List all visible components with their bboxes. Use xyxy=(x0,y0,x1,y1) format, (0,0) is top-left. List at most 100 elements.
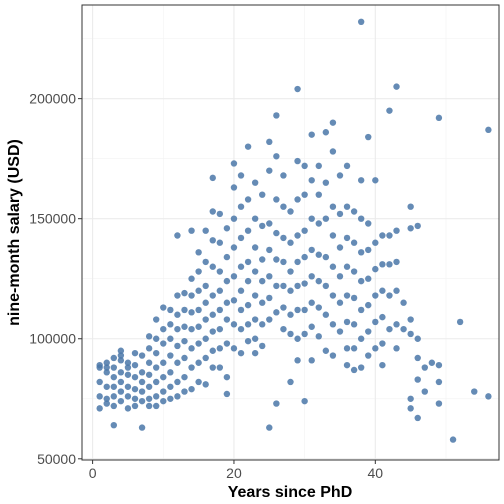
data-point xyxy=(294,85,301,93)
data-point xyxy=(315,162,322,170)
data-point xyxy=(379,232,386,239)
data-point xyxy=(287,239,294,246)
data-point xyxy=(336,299,344,306)
data-point xyxy=(230,244,238,251)
data-point xyxy=(414,335,421,342)
data-point xyxy=(301,227,308,234)
data-point xyxy=(216,287,224,294)
data-point xyxy=(251,349,259,357)
data-point xyxy=(174,292,181,299)
data-point xyxy=(110,402,118,410)
data-point xyxy=(322,179,330,186)
data-point xyxy=(294,282,301,290)
panel-border xyxy=(81,4,500,461)
data-point xyxy=(294,306,301,314)
data-point xyxy=(400,299,407,306)
data-point xyxy=(350,321,358,328)
data-point xyxy=(308,215,315,222)
data-point xyxy=(329,292,337,299)
data-point xyxy=(103,383,110,390)
data-point xyxy=(124,371,132,378)
data-point xyxy=(209,328,216,335)
data-point xyxy=(202,299,209,306)
data-point xyxy=(209,237,216,244)
data-point xyxy=(167,383,174,390)
data-point xyxy=(259,191,266,198)
data-point xyxy=(117,388,125,395)
data-point xyxy=(421,364,428,371)
data-point xyxy=(280,282,287,290)
x-axis: 0 20 40 xyxy=(89,460,383,481)
data-point xyxy=(251,268,259,275)
data-point xyxy=(223,299,231,306)
data-point xyxy=(110,354,118,362)
data-point xyxy=(365,275,372,282)
data-point xyxy=(280,258,287,266)
data-point xyxy=(336,172,344,179)
data-point xyxy=(145,371,153,378)
data-point xyxy=(357,177,365,184)
data-point xyxy=(414,354,421,362)
data-point xyxy=(322,129,330,136)
data-point xyxy=(237,263,245,270)
data-point xyxy=(244,143,252,150)
data-point xyxy=(188,385,195,393)
data-point xyxy=(181,306,188,314)
data-point xyxy=(181,289,188,297)
data-point xyxy=(251,179,259,186)
data-point xyxy=(336,210,344,218)
data-point xyxy=(287,268,294,275)
data-point xyxy=(110,383,118,390)
data-point xyxy=(365,352,372,359)
data-point xyxy=(301,162,308,170)
data-point xyxy=(407,395,414,402)
data-point xyxy=(435,361,443,369)
data-point xyxy=(379,313,386,321)
data-point xyxy=(259,299,266,306)
data-point xyxy=(386,261,393,268)
data-point xyxy=(329,352,337,359)
data-point xyxy=(273,256,280,263)
data-point xyxy=(379,261,386,268)
data-point xyxy=(138,378,146,386)
data-point xyxy=(124,364,132,371)
data-point xyxy=(153,364,160,371)
data-point xyxy=(195,287,202,294)
data-point xyxy=(244,301,252,309)
data-point xyxy=(287,311,294,318)
data-point xyxy=(251,215,259,222)
data-point xyxy=(244,227,252,234)
data-point xyxy=(230,321,238,328)
data-point xyxy=(223,340,231,347)
data-point xyxy=(188,345,195,352)
data-point xyxy=(407,225,414,232)
data-point xyxy=(145,402,153,410)
data-point xyxy=(343,203,351,210)
data-point xyxy=(181,337,188,345)
data-point xyxy=(322,311,330,318)
data-point xyxy=(103,369,110,376)
data-point xyxy=(322,347,330,354)
data-point xyxy=(237,349,245,357)
data-point xyxy=(386,107,393,114)
data-point xyxy=(280,234,287,242)
data-point xyxy=(244,258,252,266)
data-point xyxy=(273,229,280,237)
data-point xyxy=(131,402,139,410)
data-point xyxy=(251,292,259,299)
data-point xyxy=(343,292,351,299)
data-point xyxy=(301,253,308,261)
data-point xyxy=(216,239,224,246)
data-point xyxy=(145,395,153,402)
data-point xyxy=(244,277,252,285)
data-point xyxy=(280,304,287,311)
data-point xyxy=(350,366,358,374)
data-point xyxy=(280,203,287,210)
data-point xyxy=(131,373,139,381)
data-point xyxy=(181,354,188,362)
data-point xyxy=(202,258,209,266)
data-point xyxy=(160,359,167,366)
data-point xyxy=(266,220,273,227)
data-point xyxy=(315,333,322,340)
data-point xyxy=(167,321,174,328)
